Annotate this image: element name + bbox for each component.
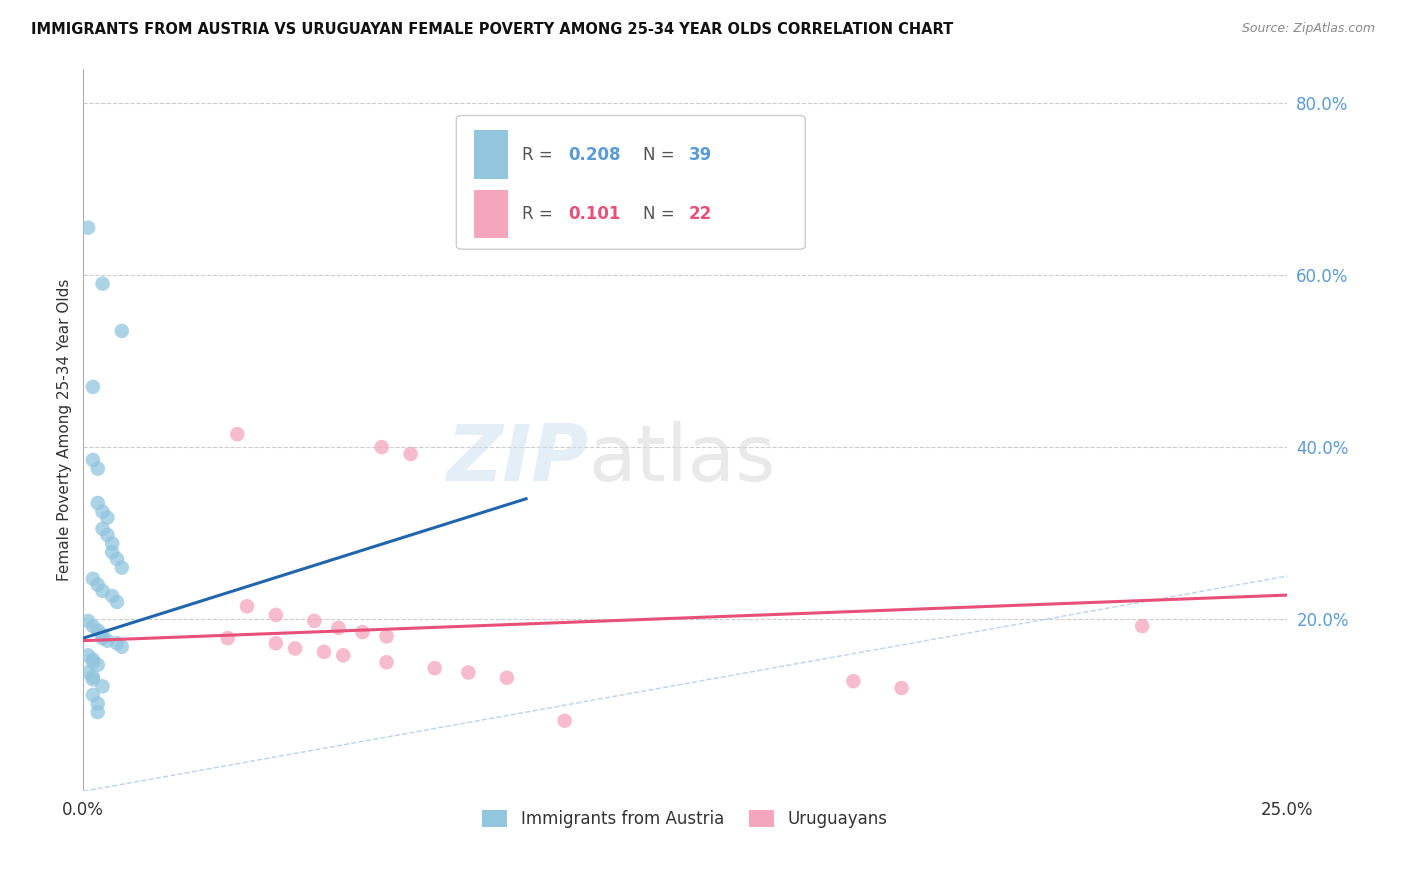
FancyBboxPatch shape bbox=[457, 115, 806, 249]
Point bbox=[87, 657, 110, 672]
Text: Source: ZipAtlas.com: Source: ZipAtlas.com bbox=[1241, 22, 1375, 36]
Point bbox=[284, 641, 307, 656]
Point bbox=[77, 220, 100, 235]
Point bbox=[96, 633, 118, 648]
Text: R =: R = bbox=[523, 205, 564, 223]
Point bbox=[91, 277, 114, 291]
Point bbox=[82, 670, 104, 684]
Point bbox=[105, 595, 128, 609]
Point bbox=[495, 671, 517, 685]
Text: 0.101: 0.101 bbox=[568, 205, 620, 223]
Point bbox=[82, 655, 104, 669]
Point bbox=[91, 505, 114, 519]
Text: N =: N = bbox=[643, 205, 679, 223]
Point bbox=[91, 628, 114, 642]
Point bbox=[370, 440, 392, 454]
Text: R =: R = bbox=[523, 145, 558, 163]
Point bbox=[77, 648, 100, 663]
Point bbox=[101, 536, 124, 550]
Text: ZIP: ZIP bbox=[447, 421, 589, 497]
Point bbox=[82, 688, 104, 702]
Y-axis label: Female Poverty Among 25-34 Year Olds: Female Poverty Among 25-34 Year Olds bbox=[58, 278, 72, 581]
Point bbox=[105, 636, 128, 650]
Point bbox=[554, 714, 576, 728]
Point bbox=[82, 619, 104, 633]
Point bbox=[399, 447, 422, 461]
Point bbox=[105, 552, 128, 566]
Point bbox=[87, 624, 110, 638]
Text: 39: 39 bbox=[689, 145, 711, 163]
Legend: Immigrants from Austria, Uruguayans: Immigrants from Austria, Uruguayans bbox=[475, 804, 894, 835]
Point bbox=[457, 665, 479, 680]
Point bbox=[91, 679, 114, 693]
Point bbox=[87, 705, 110, 719]
Point bbox=[91, 631, 114, 645]
Point bbox=[328, 621, 350, 635]
Point bbox=[332, 648, 354, 663]
Point bbox=[91, 522, 114, 536]
FancyBboxPatch shape bbox=[474, 190, 508, 238]
Text: 22: 22 bbox=[689, 205, 711, 223]
Point bbox=[96, 510, 118, 524]
Point bbox=[87, 496, 110, 510]
Point bbox=[111, 324, 134, 338]
Point bbox=[77, 614, 100, 628]
Text: IMMIGRANTS FROM AUSTRIA VS URUGUAYAN FEMALE POVERTY AMONG 25-34 YEAR OLDS CORREL: IMMIGRANTS FROM AUSTRIA VS URUGUAYAN FEM… bbox=[31, 22, 953, 37]
Point bbox=[101, 545, 124, 559]
Point bbox=[82, 453, 104, 467]
Point bbox=[352, 625, 374, 640]
Point bbox=[111, 560, 134, 574]
Point bbox=[82, 380, 104, 394]
Point bbox=[264, 607, 287, 622]
Point bbox=[312, 645, 335, 659]
Text: 0.208: 0.208 bbox=[568, 145, 620, 163]
Point bbox=[264, 636, 287, 650]
Text: N =: N = bbox=[643, 145, 679, 163]
Point bbox=[82, 653, 104, 667]
Point bbox=[77, 665, 100, 680]
Text: atlas: atlas bbox=[589, 421, 776, 497]
Point bbox=[101, 589, 124, 603]
Point bbox=[423, 661, 446, 675]
Point bbox=[375, 655, 398, 669]
Point bbox=[236, 599, 259, 614]
Point bbox=[890, 681, 912, 695]
Point bbox=[304, 614, 326, 628]
Point bbox=[842, 674, 865, 689]
Point bbox=[111, 640, 134, 654]
Point bbox=[96, 528, 118, 542]
Point bbox=[87, 578, 110, 592]
Point bbox=[87, 697, 110, 711]
Point bbox=[226, 427, 249, 442]
Point bbox=[217, 631, 239, 645]
Point bbox=[375, 629, 398, 643]
Point bbox=[82, 572, 104, 586]
FancyBboxPatch shape bbox=[474, 130, 508, 178]
Point bbox=[87, 461, 110, 475]
Point bbox=[1130, 619, 1153, 633]
Point bbox=[91, 583, 114, 598]
Point bbox=[82, 673, 104, 687]
